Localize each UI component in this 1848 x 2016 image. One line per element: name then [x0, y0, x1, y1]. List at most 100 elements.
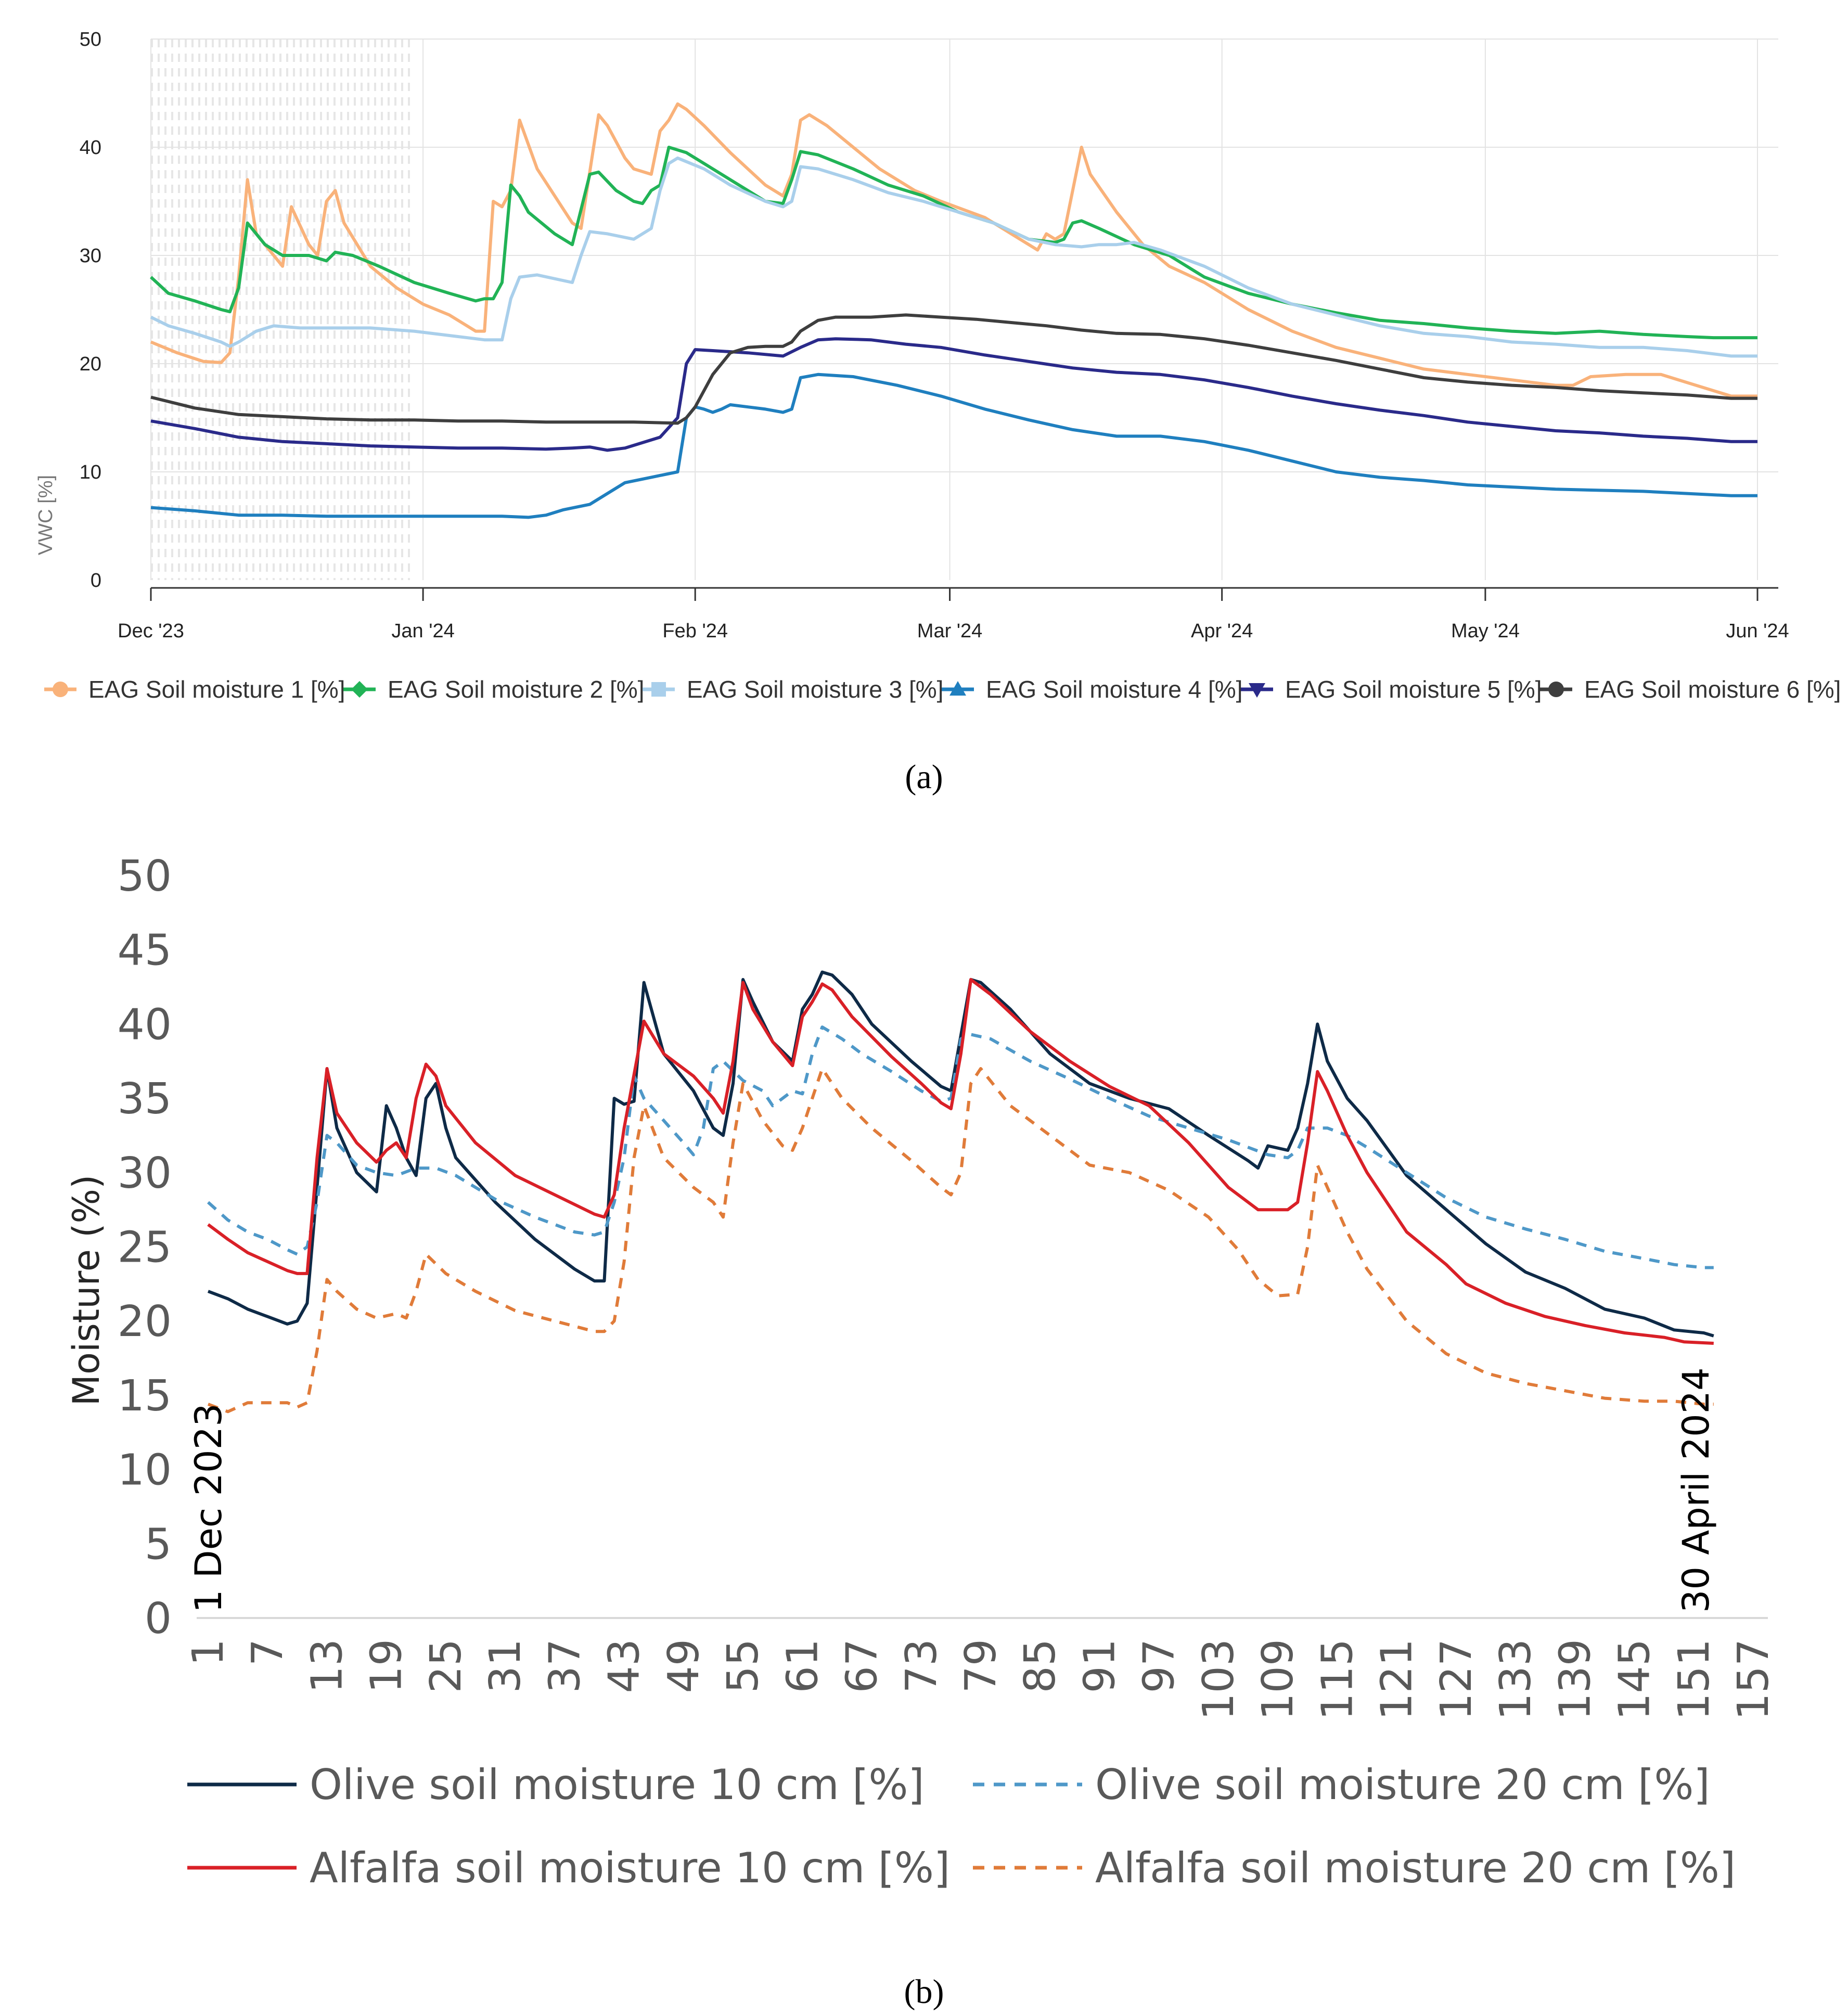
panel-b-x-tick-label: 37 [540, 1639, 589, 1693]
panel-b-x-tick-label: 121 [1372, 1639, 1422, 1720]
panel-b-legend-item-4[interactable]: Alfalfa soil moisture 20 cm [%] [973, 1844, 1736, 1892]
panel-b-x-tick-label: 25 [421, 1639, 471, 1693]
legend-label: EAG Soil moisture 2 [%] [388, 676, 644, 703]
panel-b-y-tick-label: 45 [118, 926, 172, 975]
panel-a-y-ticks: 0 10 20 30 40 50 [80, 29, 101, 592]
panel-a-series-4-line [150, 373, 1757, 519]
panel-a-series-3-line [150, 156, 1757, 358]
panel-a-series-1-line [150, 102, 1757, 398]
panel-b-x-tick-label: 43 [600, 1639, 649, 1693]
legend-marker-icon [351, 681, 368, 698]
panel-b-x-ticks: 1 7 13 19 25 31 37 43 49 55 61 67 73 79 85 91 97 103 109 11… [184, 1639, 1778, 1720]
legend-marker-icon [1249, 683, 1265, 698]
panel-b-x-tick-label: 79 [956, 1639, 1006, 1693]
panel-b-legend: Olive soil moisture 10 cm [%] Olive soil … [187, 1761, 1736, 1892]
panel-a-hatched-region [151, 39, 410, 580]
panel-a-legend-item-2[interactable]: EAG Soil moisture 2 [%] [343, 676, 644, 703]
panel-b-annotations: 1 Dec 2023 30 April 2024 [187, 1367, 1717, 1613]
panel-b-x-tick-label: 127 [1432, 1639, 1481, 1720]
panel-b-x-tick-label: 7 [243, 1639, 292, 1666]
panel-b-x-tick-label: 55 [718, 1639, 768, 1693]
panel-b-legend-item-3[interactable]: Alfalfa soil moisture 10 cm [%] [187, 1844, 950, 1892]
panel-a-series-2-line [149, 146, 1757, 340]
panel-a-x-tick-label: May '24 [1451, 620, 1520, 642]
legend-label: Alfalfa soil moisture 10 cm [%] [310, 1844, 950, 1892]
panel-b-x-tick-label: 31 [481, 1639, 530, 1693]
panel-b-x-tick-label: 103 [1194, 1639, 1243, 1720]
panel-b-legend-item-2[interactable]: Olive soil moisture 20 cm [%] [973, 1761, 1710, 1809]
legend-label: EAG Soil moisture 5 [%] [1285, 676, 1542, 703]
panel-b-x-tick-label: 91 [1075, 1639, 1125, 1693]
panel-a-y-tick-label: 50 [80, 29, 101, 50]
legend-label: EAG Soil moisture 6 [%] [1584, 676, 1841, 703]
panel-a-legend-item-3[interactable]: EAG Soil moisture 3 [%] [643, 676, 943, 703]
panel-b-caption: (b) [904, 1973, 944, 2011]
panel-b-series-4-line [207, 1067, 1714, 1414]
panel-a-x-tick-label: Feb '24 [662, 620, 728, 642]
panel-a-x-tick-label: Dec '23 [118, 620, 184, 642]
panel-b-series-1-line [207, 970, 1714, 1338]
panel-a-x-tick-label: Apr '24 [1191, 620, 1253, 642]
panel-b-y-tick-label: 40 [118, 1000, 172, 1049]
panel-a-y-tick-label: 30 [80, 245, 101, 267]
panel-b-y-tick-label: 35 [118, 1074, 172, 1124]
panel-b-x-tick-label: 85 [1016, 1639, 1065, 1693]
panel-b-x-tick-label: 67 [838, 1639, 887, 1693]
panel-a-series-lines [149, 102, 1757, 519]
panel-a-x-tick-label: Jan '24 [391, 620, 454, 642]
panel-b-x-tick-label: 73 [897, 1639, 946, 1693]
panel-b-annotation: 30 April 2024 [1675, 1367, 1717, 1613]
panel-b-x-tick-label: 13 [303, 1639, 352, 1693]
panel-b-x-tick-label: 1 [184, 1639, 233, 1666]
panel-a-y-axis-label: VWC [%] [35, 475, 57, 555]
panel-b-y-tick-label: 30 [118, 1149, 172, 1198]
panel-b-x-tick-label: 115 [1313, 1639, 1362, 1720]
panel-b-x-tick-label: 109 [1253, 1639, 1303, 1720]
panel-b-y-tick-label: 50 [118, 852, 172, 901]
panel-b-annotation: 1 Dec 2023 [187, 1403, 230, 1613]
panel-a-x-tick-label: Mar '24 [917, 620, 983, 642]
panel-b-x-tick-label: 97 [1135, 1639, 1184, 1693]
panel-a-x-ticks: Dec '23 Jan '24 Feb '24 Mar '24 Apr '24 May '… [118, 588, 1789, 642]
panel-a-y-tick-label: 10 [80, 461, 101, 483]
panel-a-y-tick-label: 20 [80, 353, 101, 375]
legend-marker-icon [53, 682, 68, 697]
panel-b-x-tick-label: 145 [1610, 1639, 1660, 1720]
panel-b-y-tick-label: 20 [118, 1297, 172, 1346]
panel-a-gridlines [150, 38, 1778, 580]
legend-label: Olive soil moisture 20 cm [%] [1095, 1761, 1710, 1809]
panel-b-y-tick-label: 10 [118, 1446, 172, 1495]
panel-b-x-tick-label: 49 [659, 1639, 709, 1693]
legend-label: EAG Soil moisture 3 [%] [687, 676, 943, 703]
panel-b-series-3-line [207, 978, 1714, 1345]
panel-b-x-tick-label: 157 [1729, 1639, 1778, 1720]
panel-b-y-ticks: 0 5 10 15 20 25 30 35 40 45 50 [118, 852, 172, 1643]
legend-label: Olive soil moisture 10 cm [%] [310, 1761, 925, 1809]
panel-a-legend: EAG Soil moisture 1 [%] EAG Soil moisture… [44, 676, 1841, 703]
panel-a-legend-item-1[interactable]: EAG Soil moisture 1 [%] [44, 676, 345, 703]
legend-marker-icon [949, 681, 966, 696]
panel-a-legend-item-6[interactable]: EAG Soil moisture 6 [%] [1540, 676, 1841, 703]
panel-b-legend-item-1[interactable]: Olive soil moisture 10 cm [%] [187, 1761, 925, 1809]
panel-b-y-tick-label: 0 [145, 1594, 172, 1643]
panel-b-x-tick-label: 19 [362, 1639, 412, 1693]
panel-b-x-tick-label: 133 [1491, 1639, 1541, 1720]
panel-a-legend-item-4[interactable]: EAG Soil moisture 4 [%] [942, 676, 1242, 703]
legend-label: EAG Soil moisture 1 [%] [88, 676, 345, 703]
panel-b-x-tick-label: 151 [1670, 1639, 1719, 1720]
panel-b-y-tick-label: 5 [145, 1520, 172, 1569]
legend-marker-icon [1548, 682, 1564, 697]
panel-b-x-tick-label: 139 [1550, 1639, 1600, 1720]
panel-a-y-tick-label: 0 [91, 570, 101, 592]
legend-label: EAG Soil moisture 4 [%] [986, 676, 1242, 703]
panel-b-series-lines [207, 970, 1714, 1414]
panel-a-series-5-line [150, 337, 1757, 452]
legend-label: Alfalfa soil moisture 20 cm [%] [1095, 1844, 1736, 1892]
panel-a-x-tick-label: Jun '24 [1726, 620, 1789, 642]
panel-a-caption: (a) [905, 758, 943, 796]
panel-b-y-tick-label: 25 [118, 1223, 172, 1273]
panel-a-legend-item-5[interactable]: EAG Soil moisture 5 [%] [1241, 676, 1542, 703]
panel-b-y-axis-label: Moisture (%) [65, 1175, 108, 1406]
